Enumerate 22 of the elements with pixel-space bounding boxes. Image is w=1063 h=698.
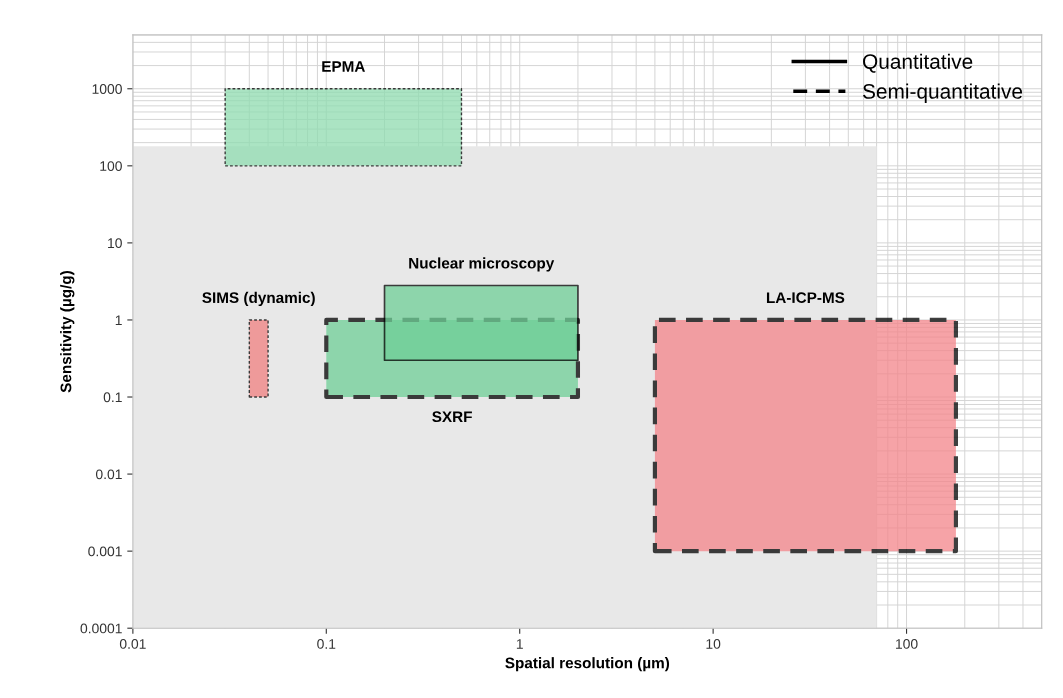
y-tick-label: 0.01 bbox=[95, 469, 122, 480]
series-label: Nuclear microscopy bbox=[409, 257, 555, 272]
x-axis-title: Spatial resolution (µm) bbox=[505, 657, 670, 672]
legend-label: Semi-quantitative bbox=[862, 83, 1023, 103]
y-tick-label: 0.001 bbox=[88, 546, 122, 557]
series-label: SXRF bbox=[432, 411, 472, 423]
x-tick-label: 1 bbox=[516, 639, 523, 649]
x-tick-label: 100 bbox=[896, 638, 918, 649]
series-label: LA-ICP-MS bbox=[766, 292, 845, 304]
legend-label: Quantitative bbox=[863, 53, 973, 73]
y-tick-label: 0.0001 bbox=[80, 623, 122, 634]
y-tick-label: 10 bbox=[108, 238, 122, 249]
y-tick-label: 1000 bbox=[92, 84, 122, 94]
y-tick-label: 100 bbox=[100, 161, 122, 171]
x-tick-label: 0.1 bbox=[317, 638, 336, 649]
series-label: SIMS (dynamic) bbox=[202, 291, 315, 307]
x-tick-label: 0.01 bbox=[119, 638, 146, 649]
series-label: EPMA bbox=[322, 61, 365, 72]
y-tick-label: 1 bbox=[115, 315, 122, 325]
y-tick-label: 0.1 bbox=[103, 392, 122, 403]
y-axis-title: Sensitivity (µg/g) bbox=[60, 271, 75, 393]
x-tick-label: 10 bbox=[706, 638, 721, 649]
